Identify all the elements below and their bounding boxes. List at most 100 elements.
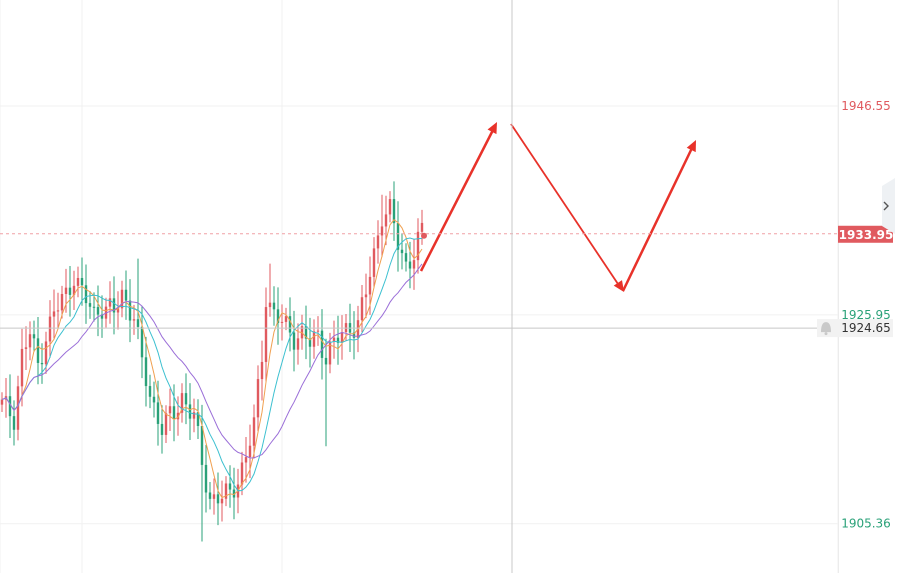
candle-body — [384, 214, 388, 227]
projection-arrow-up-2 — [621, 147, 694, 292]
candle-body — [336, 337, 340, 343]
candle-body — [192, 412, 196, 419]
candle-body — [108, 298, 112, 307]
price-axis: 1946.55 1925.95 1905.36 1933.95 1924.65 — [817, 99, 895, 531]
candle-body — [276, 309, 280, 323]
chevron-right-icon — [883, 201, 889, 211]
candle-body — [112, 298, 116, 313]
candle-body — [120, 289, 124, 309]
candle-body — [20, 348, 24, 387]
moving-average-line — [1, 237, 423, 492]
candle-body — [340, 332, 344, 343]
candle-body — [56, 310, 60, 312]
moving-average-line — [1, 219, 423, 499]
bell-icon — [821, 322, 831, 336]
price-tick-label: 1905.36 — [841, 517, 891, 531]
candle-body — [316, 330, 320, 332]
candle-body — [28, 334, 32, 348]
candle-layer — [0, 181, 424, 542]
candle-body — [240, 462, 244, 485]
candle-body — [264, 307, 268, 362]
candle-body — [164, 413, 168, 435]
candle-body — [144, 357, 148, 387]
candle-body — [292, 332, 296, 350]
candle-body — [328, 341, 332, 365]
candle-body — [260, 361, 264, 380]
candle-body — [8, 396, 12, 417]
candle-body — [72, 285, 76, 295]
candle-body — [392, 199, 396, 224]
candle-body — [116, 308, 120, 313]
candle-body — [96, 307, 100, 315]
candle-body — [408, 261, 412, 269]
candle-body — [24, 347, 28, 349]
projection-layer — [419, 122, 696, 292]
candle-body — [376, 235, 380, 249]
candle-body — [100, 314, 104, 319]
candle-body — [32, 334, 36, 339]
candle-body — [232, 489, 236, 498]
candle-body — [64, 287, 68, 294]
candle-body — [88, 303, 92, 307]
candle-body — [368, 276, 372, 295]
candle-body — [256, 379, 260, 418]
candle-body — [344, 323, 348, 333]
candle-body — [176, 412, 180, 420]
price-tick-label: 1925.95 — [841, 308, 891, 322]
candle-body — [132, 319, 136, 321]
candle-body — [280, 321, 284, 323]
candle-body — [156, 402, 160, 424]
candle-body — [400, 249, 404, 254]
candle-body — [204, 464, 208, 493]
projection-arrowhead-2 — [613, 280, 624, 292]
candle-body — [140, 326, 144, 358]
candle-body — [412, 260, 416, 269]
scroll-right-handle[interactable] — [882, 178, 895, 234]
crosshair-price-badge — [817, 319, 893, 338]
candle-body — [60, 293, 64, 311]
current-price-label: 1933.95 — [839, 228, 894, 242]
projection-arrowhead-3 — [686, 140, 696, 153]
candle-body — [388, 199, 392, 215]
candle-body — [372, 248, 376, 277]
candle-body — [48, 316, 52, 342]
projection-arrow-down — [510, 123, 619, 285]
price-tick-label: 1946.55 — [841, 99, 891, 113]
candle-body — [312, 331, 316, 347]
candle-body — [124, 289, 128, 301]
candle-body — [92, 306, 96, 308]
current-price-badge — [838, 225, 893, 243]
candle-body — [396, 223, 400, 250]
candle-body — [272, 302, 276, 310]
candle-body — [420, 222, 424, 232]
projection-arrow-up-1 — [419, 129, 495, 272]
candle-body — [308, 338, 312, 347]
candle-body — [196, 412, 200, 426]
candle-body — [52, 311, 56, 317]
candle-body — [380, 226, 384, 236]
candle-body — [216, 494, 220, 504]
candle-body — [320, 330, 324, 358]
candle-body — [404, 253, 408, 262]
last-price-dot — [421, 232, 427, 239]
candle-body — [304, 326, 308, 339]
candle-body — [180, 393, 184, 413]
candle-body — [184, 393, 188, 405]
candle-body — [148, 386, 152, 397]
candle-body — [224, 483, 228, 499]
candle-body — [248, 445, 252, 458]
candle-body — [324, 357, 328, 365]
moving-average-layer — [1, 219, 423, 499]
candle-body — [296, 338, 300, 350]
bell-icon-body — [821, 322, 831, 333]
candle-body — [212, 494, 216, 499]
candle-body — [136, 319, 140, 327]
candle-body — [208, 492, 212, 499]
candle-body — [44, 341, 48, 365]
candle-body — [228, 483, 232, 490]
candle-body — [284, 316, 288, 322]
candle-body — [160, 423, 164, 435]
moving-average-line — [1, 263, 423, 459]
